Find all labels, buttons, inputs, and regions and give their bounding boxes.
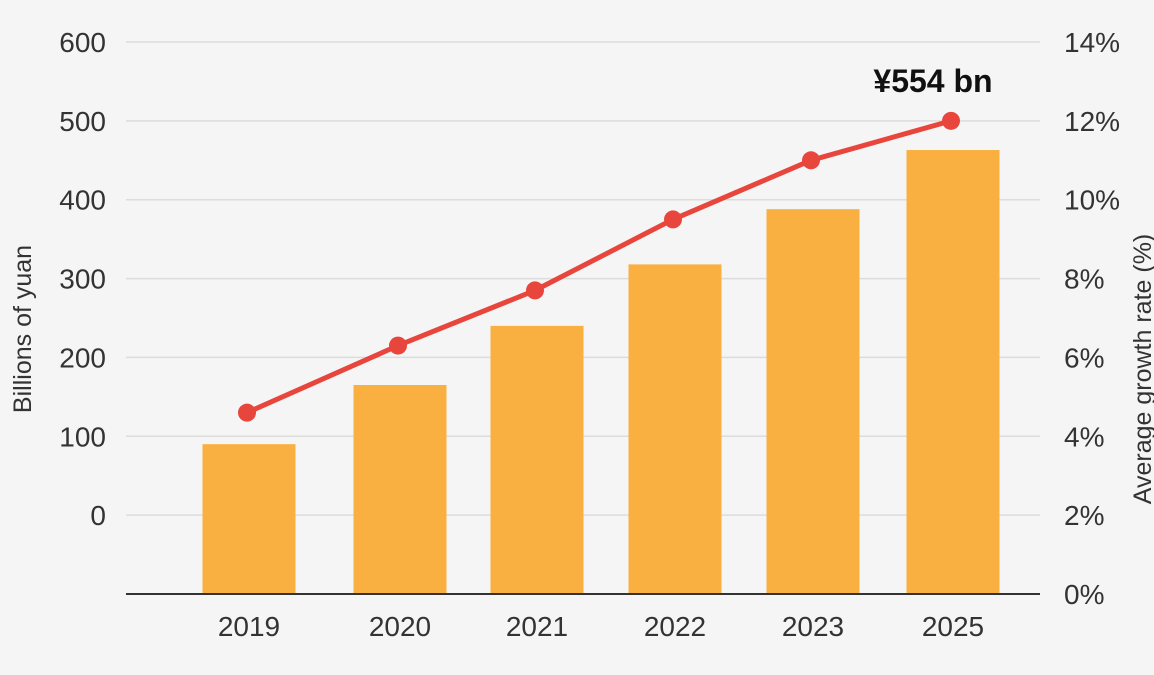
bar-2023 bbox=[766, 209, 860, 595]
bar-series bbox=[202, 150, 1000, 595]
point-2022 bbox=[664, 210, 682, 229]
bar-2025 bbox=[906, 150, 1000, 594]
bar-2021 bbox=[490, 325, 584, 594]
right-tick-label: 0% bbox=[1064, 579, 1104, 610]
point-2019 bbox=[238, 403, 256, 422]
bar-2020 bbox=[353, 385, 447, 594]
point-2025 bbox=[942, 111, 960, 130]
right-axis-ticks: 0% 2% 4% 6% 8% 10% 12% 14% bbox=[1064, 27, 1120, 610]
x-axis-ticks: 2019 2020 2021 2022 2023 2025 bbox=[218, 611, 984, 642]
point-2023 bbox=[802, 151, 820, 170]
left-tick-label: 500 bbox=[59, 106, 106, 137]
right-tick-label: 6% bbox=[1064, 342, 1104, 373]
x-tick-label: 2022 bbox=[644, 611, 706, 642]
left-tick-label: 0 bbox=[90, 500, 106, 531]
right-tick-label: 4% bbox=[1064, 421, 1104, 452]
bar-2019 bbox=[202, 444, 296, 594]
x-tick-label: 2025 bbox=[922, 611, 984, 642]
right-tick-label: 8% bbox=[1064, 264, 1104, 295]
growth-line bbox=[245, 118, 952, 415]
left-tick-label: 300 bbox=[59, 264, 106, 295]
left-tick-label: 600 bbox=[59, 27, 106, 58]
left-tick-label: 100 bbox=[59, 421, 106, 452]
line-series bbox=[238, 111, 960, 422]
left-axis-ticks: 0 100 200 300 400 500 600 bbox=[59, 27, 106, 531]
right-tick-label: 2% bbox=[1064, 500, 1104, 531]
left-axis-title: Billions of yuan bbox=[9, 245, 37, 413]
x-tick-label: 2020 bbox=[369, 611, 431, 642]
point-2020 bbox=[389, 336, 407, 355]
x-tick-label: 2019 bbox=[218, 611, 280, 642]
value-annotation: ¥554 bn bbox=[873, 63, 992, 99]
right-tick-label: 14% bbox=[1064, 27, 1120, 58]
x-tick-label: 2021 bbox=[506, 611, 568, 642]
x-tick-label: 2023 bbox=[782, 611, 844, 642]
right-tick-label: 12% bbox=[1064, 106, 1120, 137]
annotations: ¥554 bn bbox=[873, 63, 992, 99]
right-tick-label: 10% bbox=[1064, 185, 1120, 216]
point-2021 bbox=[526, 281, 544, 300]
left-tick-label: 200 bbox=[59, 342, 106, 373]
left-tick-label: 400 bbox=[59, 185, 106, 216]
bar-2022 bbox=[628, 264, 722, 594]
right-axis-title: Average growth rate (%) bbox=[1129, 234, 1154, 505]
